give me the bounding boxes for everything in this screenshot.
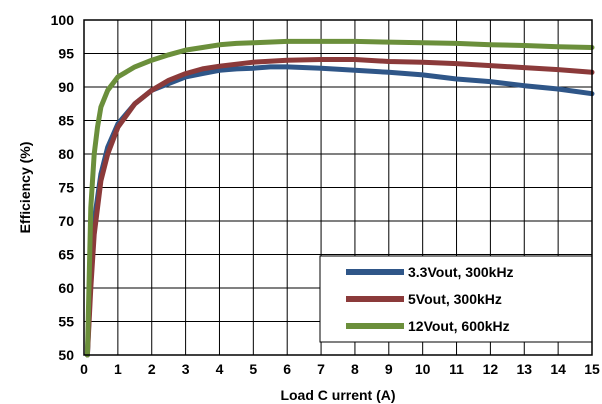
y-tick-label: 75 <box>58 180 74 196</box>
x-tick-label: 3 <box>182 361 190 377</box>
x-tick-label: 6 <box>283 361 291 377</box>
x-tick-label: 5 <box>249 361 257 377</box>
y-tick-label: 100 <box>51 12 75 28</box>
x-tick-label: 15 <box>584 361 600 377</box>
y-tick-label: 50 <box>58 347 74 363</box>
series-line-3 <box>84 38 595 358</box>
x-tick-label: 0 <box>80 361 88 377</box>
y-axis-title: Efficiency (%) <box>17 142 33 234</box>
y-axis-ticks: 50 55 60 65 70 75 80 85 90 95 100 <box>51 12 75 363</box>
y-tick-label: 65 <box>58 247 74 263</box>
y-tick-label: 70 <box>58 213 74 229</box>
x-tick-label: 1 <box>114 361 122 377</box>
x-axis-ticks: 0 1 2 3 4 5 6 7 8 9 10 11 12 13 14 15 <box>80 361 600 377</box>
x-tick-label: 2 <box>148 361 156 377</box>
plot-area-border <box>83 19 593 356</box>
x-tick-label: 9 <box>385 361 393 377</box>
y-tick-label: 95 <box>58 46 74 62</box>
legend: 3.3Vout, 300kHz 5Vout, 300kHz 12Vout, 60… <box>319 255 593 343</box>
x-axis-title: Load C urrent (A) <box>280 387 395 403</box>
y-tick-label: 80 <box>58 146 74 162</box>
y-tick-label: 90 <box>58 79 74 95</box>
legend-label-2: 5Vout, 300kHz <box>408 291 502 307</box>
legend-label-1: 3.3Vout, 300kHz <box>408 264 514 280</box>
x-tick-label: 8 <box>351 361 359 377</box>
x-tick-label: 10 <box>415 361 431 377</box>
x-tick-label: 12 <box>483 361 499 377</box>
x-tick-label: 4 <box>216 361 224 377</box>
series-line-2 <box>84 57 595 358</box>
x-tick-label: 7 <box>317 361 325 377</box>
y-tick-label: 60 <box>58 280 74 296</box>
y-tick-label: 85 <box>58 113 74 129</box>
x-tick-label: 13 <box>516 361 532 377</box>
y-tick-label: 55 <box>58 314 74 330</box>
series-lines <box>84 38 595 358</box>
legend-label-3: 12Vout, 600kHz <box>408 318 510 334</box>
x-tick-label: 14 <box>550 361 566 377</box>
x-tick-label: 11 <box>449 361 464 377</box>
